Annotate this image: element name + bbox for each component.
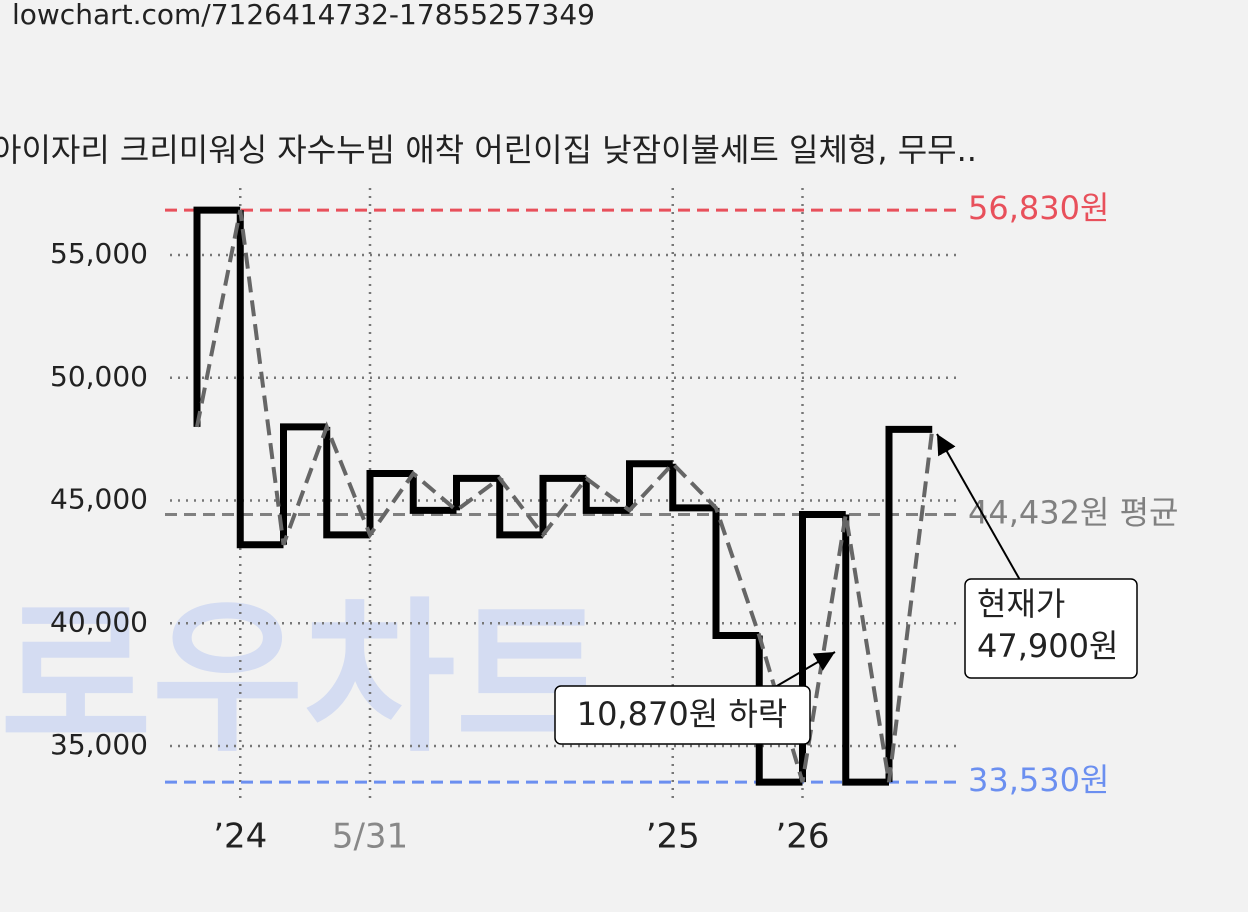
x-tick-label: ’26 bbox=[775, 817, 829, 857]
step-segment bbox=[669, 463, 716, 512]
step-segment bbox=[842, 514, 889, 786]
annotation-text: 현재가 bbox=[977, 585, 1065, 623]
step-segment bbox=[453, 474, 500, 511]
y-tick-label: 40,000 bbox=[50, 605, 148, 638]
step-segment bbox=[323, 426, 370, 539]
x-tick-label: 5/31 bbox=[332, 817, 408, 857]
step-segment bbox=[626, 460, 673, 511]
reference-label: 44,432원 평균 bbox=[968, 493, 1178, 531]
watermark: 로우차트 bbox=[0, 582, 607, 774]
chart-title: 아이자리 크리미워싱 자수누빔 애착 어린이집 낮잠이불세트 일체형, 무무.. bbox=[0, 131, 977, 169]
step-segment bbox=[236, 210, 284, 549]
step-segment bbox=[885, 425, 933, 783]
step-segment bbox=[496, 478, 543, 539]
annotation-text: 47,900원 bbox=[977, 627, 1118, 665]
x-tick-label: ’24 bbox=[213, 817, 267, 857]
annotation-box bbox=[554, 685, 811, 745]
y-tick-label: 55,000 bbox=[50, 237, 148, 270]
annotation-arrow bbox=[936, 433, 1021, 581]
annotation-box bbox=[964, 578, 1138, 679]
annotation-arrow bbox=[769, 651, 836, 691]
step-segment bbox=[582, 478, 630, 514]
step-segment bbox=[193, 206, 241, 427]
reference-label: 56,830원 bbox=[968, 189, 1109, 227]
step-segment bbox=[755, 635, 803, 786]
y-tick-label: 35,000 bbox=[50, 728, 148, 761]
x-tick-label: ’25 bbox=[646, 817, 700, 857]
step-segment bbox=[539, 474, 587, 535]
step-segment bbox=[712, 507, 760, 640]
step-segment bbox=[409, 473, 457, 514]
y-tick-label: 50,000 bbox=[50, 360, 148, 393]
step-segment bbox=[366, 470, 414, 535]
annotation-text: 10,870원 하락 bbox=[577, 695, 787, 733]
reference-label: 33,530원 bbox=[968, 761, 1109, 799]
y-tick-label: 45,000 bbox=[50, 483, 148, 516]
url: lowchart.com/7126414732-17855257349 bbox=[12, 0, 595, 31]
step-segment bbox=[280, 423, 327, 545]
